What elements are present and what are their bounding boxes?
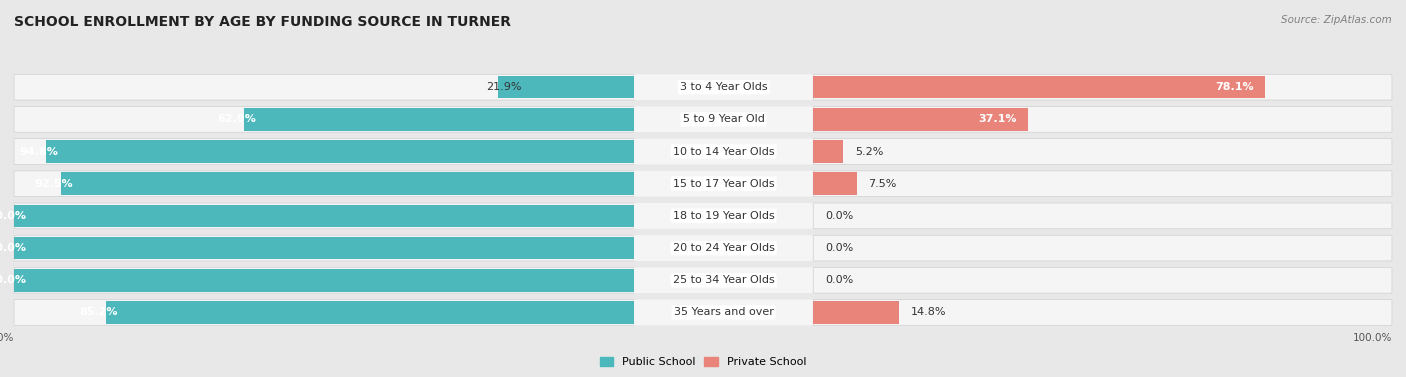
Text: SCHOOL ENROLLMENT BY AGE BY FUNDING SOURCE IN TURNER: SCHOOL ENROLLMENT BY AGE BY FUNDING SOUR… <box>14 15 510 29</box>
FancyBboxPatch shape <box>14 139 634 164</box>
Text: 100.0%: 100.0% <box>0 243 27 253</box>
Bar <box>245 108 634 130</box>
Text: 3 to 4 Year Olds: 3 to 4 Year Olds <box>681 82 768 92</box>
FancyBboxPatch shape <box>813 300 1392 325</box>
Text: 94.8%: 94.8% <box>20 147 59 156</box>
Text: 37.1%: 37.1% <box>977 114 1017 124</box>
Bar <box>498 76 634 98</box>
Text: 15 to 17 Year Olds: 15 to 17 Year Olds <box>673 179 775 189</box>
FancyBboxPatch shape <box>14 171 634 196</box>
FancyBboxPatch shape <box>634 300 813 325</box>
FancyBboxPatch shape <box>634 139 813 164</box>
FancyBboxPatch shape <box>634 74 813 100</box>
Bar <box>105 301 634 324</box>
FancyBboxPatch shape <box>813 171 1392 196</box>
FancyBboxPatch shape <box>14 267 634 293</box>
Text: Source: ZipAtlas.com: Source: ZipAtlas.com <box>1281 15 1392 25</box>
Text: 78.1%: 78.1% <box>1215 82 1254 92</box>
Text: 92.5%: 92.5% <box>34 179 73 189</box>
Bar <box>46 140 634 163</box>
FancyBboxPatch shape <box>813 106 1392 132</box>
Text: 62.9%: 62.9% <box>218 114 256 124</box>
FancyBboxPatch shape <box>634 106 813 132</box>
Bar <box>813 76 1265 98</box>
Text: 85.2%: 85.2% <box>80 308 118 317</box>
FancyBboxPatch shape <box>14 203 634 229</box>
Bar <box>813 140 844 163</box>
Text: 20 to 24 Year Olds: 20 to 24 Year Olds <box>672 243 775 253</box>
Text: 10 to 14 Year Olds: 10 to 14 Year Olds <box>673 147 775 156</box>
Text: 14.8%: 14.8% <box>911 308 946 317</box>
Bar <box>813 108 1028 130</box>
Bar <box>60 172 634 195</box>
Text: 100.0%: 100.0% <box>0 275 27 285</box>
Text: 100.0%: 100.0% <box>0 211 27 221</box>
FancyBboxPatch shape <box>634 171 813 196</box>
FancyBboxPatch shape <box>14 106 634 132</box>
Text: 0.0%: 0.0% <box>825 275 853 285</box>
Bar <box>14 269 634 291</box>
FancyBboxPatch shape <box>634 203 813 229</box>
Text: 35 Years and over: 35 Years and over <box>673 308 773 317</box>
FancyBboxPatch shape <box>813 235 1392 261</box>
Legend: Public School, Private School: Public School, Private School <box>595 352 811 371</box>
Text: 21.9%: 21.9% <box>486 82 522 92</box>
Text: 100.0%: 100.0% <box>0 333 14 343</box>
Text: 7.5%: 7.5% <box>869 179 897 189</box>
Text: 18 to 19 Year Olds: 18 to 19 Year Olds <box>673 211 775 221</box>
FancyBboxPatch shape <box>634 235 813 261</box>
Text: 5.2%: 5.2% <box>855 147 883 156</box>
FancyBboxPatch shape <box>634 267 813 293</box>
Text: 5 to 9 Year Old: 5 to 9 Year Old <box>683 114 765 124</box>
FancyBboxPatch shape <box>813 267 1392 293</box>
Text: 100.0%: 100.0% <box>1353 333 1392 343</box>
Text: 25 to 34 Year Olds: 25 to 34 Year Olds <box>673 275 775 285</box>
FancyBboxPatch shape <box>813 74 1392 100</box>
FancyBboxPatch shape <box>813 139 1392 164</box>
Text: 0.0%: 0.0% <box>825 211 853 221</box>
Bar <box>813 301 898 324</box>
Bar <box>813 172 856 195</box>
Bar <box>14 205 634 227</box>
FancyBboxPatch shape <box>14 74 634 100</box>
FancyBboxPatch shape <box>813 203 1392 229</box>
Text: 0.0%: 0.0% <box>825 243 853 253</box>
FancyBboxPatch shape <box>14 300 634 325</box>
FancyBboxPatch shape <box>14 235 634 261</box>
Bar <box>14 237 634 259</box>
